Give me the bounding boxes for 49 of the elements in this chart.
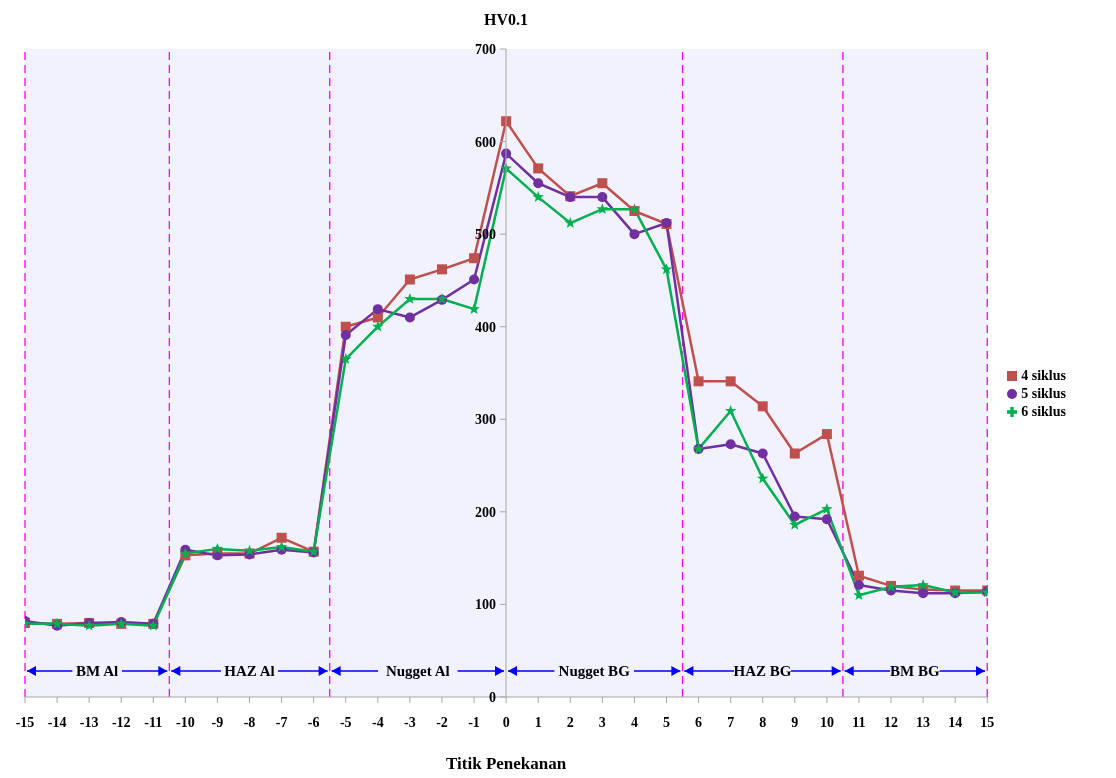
x-tick-label: 5 — [663, 714, 670, 730]
x-tick-label: 8 — [759, 714, 767, 730]
x-tick-label: -14 — [47, 714, 67, 730]
x-tick-label: -9 — [211, 714, 224, 730]
x-tick-label: -1 — [468, 714, 480, 730]
band-label: Nugget BG — [558, 663, 631, 679]
x-tick-label: -5 — [339, 714, 352, 730]
x-tick-label: -10 — [176, 714, 195, 730]
x-tick-label: 2 — [566, 714, 574, 730]
x-tick-label: -8 — [243, 714, 256, 730]
x-tick-label: -3 — [404, 714, 416, 730]
legend-label: 6 siklus — [1021, 404, 1066, 419]
x-tick-label: 0 — [502, 714, 510, 730]
x-tick-label: 12 — [884, 714, 899, 730]
band-label: BM BG — [890, 663, 940, 679]
y-tick-label: 700 — [475, 42, 496, 57]
x-tick-label: -11 — [144, 714, 163, 730]
x-tick-label: 11 — [852, 714, 866, 730]
x-tick-label: 1 — [534, 714, 542, 730]
y-axis-title: HV0.1 — [484, 11, 528, 28]
band-label: HAZ BG — [733, 663, 792, 679]
x-tick-label: -6 — [307, 714, 320, 730]
x-tick-label: 6 — [695, 714, 703, 730]
x-tick-label: -13 — [79, 714, 99, 730]
y-tick-label: 200 — [475, 504, 496, 520]
x-tick-label: 3 — [598, 714, 606, 730]
x-tick-label: 13 — [916, 714, 931, 730]
x-tick-label: 14 — [948, 714, 963, 730]
x-tick-label: -7 — [275, 714, 288, 730]
x-tick-label: 7 — [727, 714, 735, 730]
y-tick-label: 300 — [475, 412, 496, 428]
x-tick-label: 4 — [630, 714, 638, 730]
band-label: BM Al — [76, 663, 119, 679]
x-tick-label: 15 — [980, 714, 995, 730]
x-axis-title: Titik Penekanan — [446, 754, 567, 774]
x-tick-label: -2 — [436, 714, 448, 730]
x-tick-label: 9 — [791, 714, 799, 730]
x-tick-label: -15 — [15, 714, 35, 730]
band-label: Nugget Al — [385, 663, 450, 679]
x-tick-label: 10 — [819, 714, 834, 730]
legend-label: 5 siklus — [1021, 386, 1066, 401]
x-tick-label: -12 — [111, 714, 131, 730]
legend-label: 4 siklus — [1021, 368, 1066, 383]
y-tick-label: 100 — [475, 597, 496, 613]
y-tick-label: 400 — [475, 319, 496, 335]
y-tick-label: 0 — [489, 690, 496, 705]
y-tick-label: 600 — [475, 134, 496, 150]
x-tick-label: -4 — [371, 714, 384, 730]
band-label: HAZ Al — [224, 663, 275, 679]
